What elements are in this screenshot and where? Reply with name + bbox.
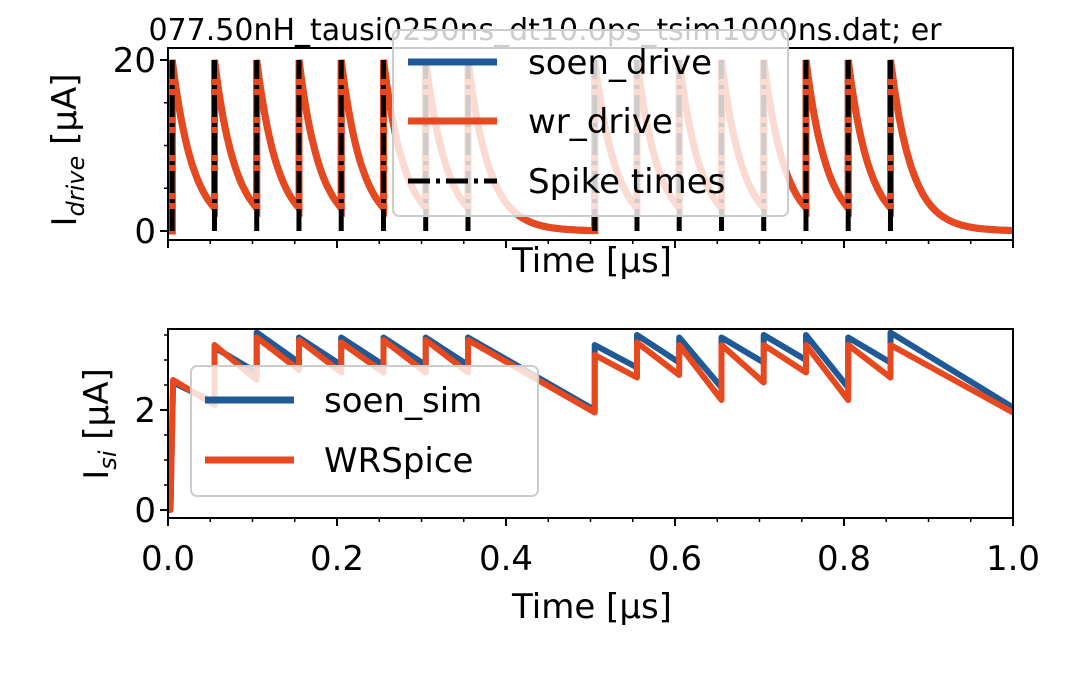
si-axes: 0 2 0.0 0.2 0.4 0.6 0.8 1.0	[134, 328, 1040, 579]
si-y-axis-label: Isi [μA]	[77, 368, 122, 479]
si-x-tick-label: 0.0	[141, 539, 195, 579]
si-x-tick-label: 0.4	[479, 539, 533, 579]
drive-legend-label: Spike times	[528, 162, 725, 202]
si-y-label-main: I	[77, 470, 117, 480]
drive-y-tick-label: 0	[134, 212, 156, 252]
drive-y-tick-label: 20	[113, 41, 156, 81]
si-legend-label: WRSpice	[324, 441, 473, 481]
si-legend: soen_sim WRSpice	[190, 365, 539, 497]
drive-y-label-main: I	[45, 216, 85, 226]
drive-y-label-sub: drive	[62, 156, 90, 217]
si-x-tick-label: 0.2	[310, 539, 364, 579]
si-y-tick-label: 0	[134, 491, 156, 531]
drive-y-axis-label: Idrive [μA]	[45, 73, 90, 226]
drive-x-axis-label: Time [μs]	[511, 241, 672, 281]
si-y-tick-label: 2	[134, 391, 156, 431]
si-y-label-sub: si	[94, 450, 122, 470]
drive-legend-box	[392, 29, 789, 217]
drive-y-label-unit: [μA]	[45, 73, 85, 155]
si-x-tick-label: 0.6	[648, 539, 702, 579]
si-legend-label: soen_sim	[324, 381, 482, 421]
drive-legend-label: soen_drive	[528, 43, 712, 83]
drive-legend-label: wr_drive	[528, 102, 673, 142]
si-x-tick-label: 0.8	[817, 539, 871, 579]
si-x-axis-label: Time [μs]	[511, 587, 672, 627]
si-y-label-unit: [μA]	[77, 368, 117, 450]
si-x-tick-label: 1.0	[986, 539, 1040, 579]
drive-current-panel: 077.50nH_tausi0250ns_dt10.0ps_tsim1000ns…	[45, 13, 1014, 281]
integrated-current-panel: 0 2 0.0 0.2 0.4 0.6 0.8 1.0 soen_sim WRSpice Tim…	[77, 328, 1040, 627]
drive-legend: soen_drive wr_drive Spike times	[392, 29, 789, 217]
